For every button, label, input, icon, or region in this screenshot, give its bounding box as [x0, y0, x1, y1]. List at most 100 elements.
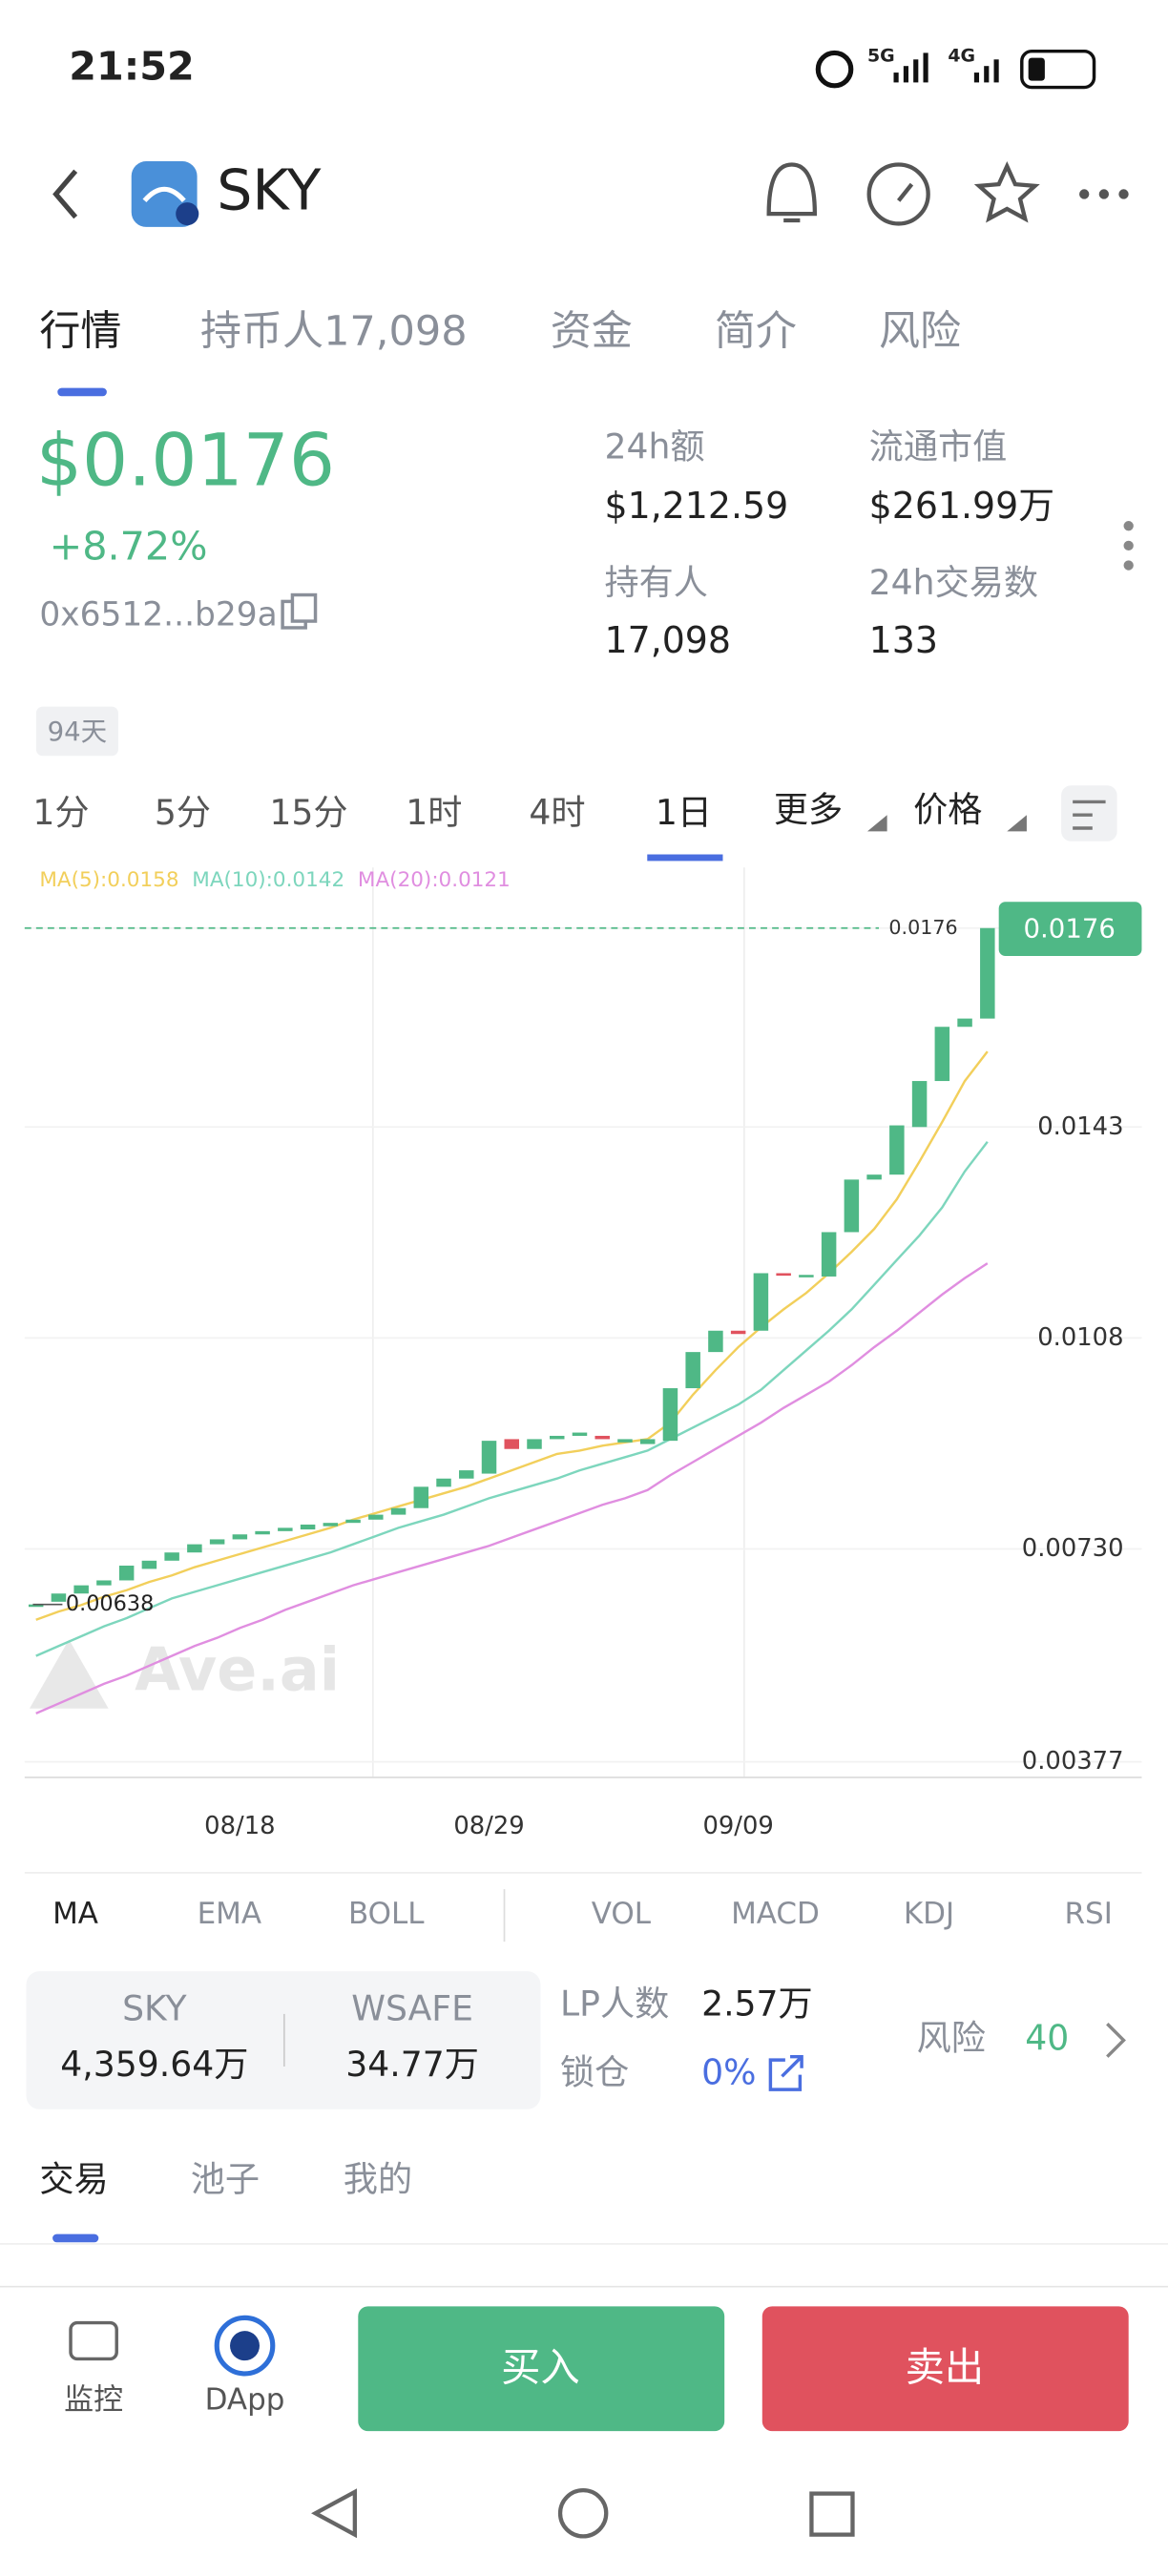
favorite-button[interactable] — [973, 161, 1040, 223]
candle — [345, 1519, 361, 1524]
candle — [390, 1507, 407, 1515]
indicator[interactable]: VOL — [592, 1897, 652, 1931]
y-tick-label: 0.0143 — [1037, 1112, 1123, 1141]
battery-icon — [1020, 49, 1096, 90]
pool-token-name: SKY — [122, 1987, 187, 2028]
candle — [96, 1580, 112, 1586]
network-label: 5G — [867, 45, 895, 66]
stat-label: 24h交易数 — [869, 562, 1038, 603]
bottom-tab[interactable]: 交易 — [39, 2159, 108, 2200]
legend-entry: MA(20):0.0121 — [358, 868, 511, 892]
signal-icon — [973, 59, 999, 83]
system-recents[interactable] — [809, 2491, 855, 2537]
candle — [730, 1330, 746, 1335]
candle — [209, 1539, 225, 1545]
interval[interactable]: 15分 — [269, 792, 347, 833]
gauge-button[interactable] — [866, 162, 930, 226]
system-back[interactable] — [311, 2488, 357, 2539]
interval[interactable]: 1时 — [406, 792, 462, 833]
monitor-icon[interactable] — [69, 2320, 118, 2361]
interval[interactable]: 1日 — [656, 792, 712, 833]
system-home[interactable] — [557, 2488, 609, 2539]
bottom-tab[interactable]: 我的 — [344, 2159, 412, 2200]
candle — [980, 927, 995, 1019]
x-tick-label: 09/09 — [702, 1812, 773, 1840]
tab[interactable]: 行情 — [39, 307, 121, 355]
x-tick-label: 08/18 — [204, 1812, 275, 1840]
lp-value: 2.57万 — [701, 1983, 813, 2024]
candle — [957, 1018, 972, 1028]
candle — [278, 1527, 293, 1531]
copy-button — [290, 592, 318, 623]
pool-token-amount: 4,359.64万 — [60, 2044, 248, 2085]
candle — [753, 1273, 769, 1331]
external-link-icon[interactable] — [768, 2054, 803, 2091]
y-tick-label: 0.00730 — [1022, 1534, 1124, 1563]
dropdown-arrow — [866, 815, 887, 832]
indicator[interactable]: EMA — [198, 1897, 261, 1931]
candle — [799, 1275, 814, 1278]
tab[interactable]: 风险 — [879, 307, 961, 355]
interval[interactable]: 1分 — [32, 792, 89, 833]
buy-label[interactable]: 买入 — [501, 2344, 580, 2390]
settings-glyph — [1073, 800, 1106, 830]
candle — [323, 1523, 339, 1527]
dapp-icon[interactable] — [214, 2315, 276, 2377]
sell-button[interactable] — [761, 2306, 1129, 2432]
indicator[interactable]: RSI — [1065, 1897, 1113, 1931]
candle — [481, 1441, 497, 1474]
bell-button[interactable] — [766, 162, 818, 223]
indicator[interactable]: MA — [52, 1897, 98, 1931]
bottom-tab[interactable]: 池子 — [191, 2159, 260, 2200]
candle — [459, 1470, 474, 1479]
stat-value: 133 — [869, 619, 938, 661]
indicator[interactable]: MACD — [731, 1897, 820, 1931]
buy-button[interactable] — [358, 2306, 725, 2432]
price-change: +8.72% — [50, 523, 208, 569]
stats-menu[interactable] — [1123, 521, 1134, 571]
back-button[interactable] — [52, 169, 78, 219]
interval-more[interactable]: 更多 — [774, 789, 843, 830]
tab[interactable]: 持币人17,098 — [200, 307, 468, 355]
interval[interactable]: 5分 — [155, 792, 211, 833]
lock-value[interactable]: 0% — [701, 2052, 756, 2093]
stat-value: $261.99万 — [869, 485, 1054, 527]
price-mode[interactable]: 价格 — [913, 789, 982, 830]
stat-label: 流通市值 — [869, 426, 1008, 467]
candle — [255, 1530, 270, 1535]
sell-label[interactable]: 卖出 — [906, 2344, 985, 2390]
more-button[interactable] — [1079, 189, 1129, 199]
candle — [911, 1081, 928, 1128]
candle — [639, 1439, 656, 1444]
candle — [685, 1352, 700, 1389]
risk-arrow[interactable] — [1106, 2023, 1126, 2058]
interval[interactable]: 4时 — [529, 792, 585, 833]
candle — [300, 1524, 316, 1530]
age-badge — [35, 706, 118, 757]
stat-value: 17,098 — [605, 619, 731, 661]
network-label: 4G — [948, 45, 975, 66]
logo-glyph — [142, 186, 186, 203]
signal-icon — [893, 52, 928, 83]
age-label: 94天 — [48, 717, 108, 747]
tab[interactable]: 资金 — [551, 307, 633, 355]
tab[interactable]: 简介 — [715, 307, 797, 355]
risk-label: 风险 — [917, 2017, 986, 2058]
nav-label[interactable]: 监控 — [64, 2383, 123, 2418]
candle — [51, 1593, 67, 1602]
contract-address: 0x6512...b29a — [39, 595, 277, 634]
stat-label: 持有人 — [605, 562, 708, 603]
candle — [73, 1585, 89, 1594]
watermark: Ave.ai — [135, 1635, 340, 1705]
tab-indicator — [57, 387, 107, 397]
indicator[interactable]: BOLL — [348, 1897, 425, 1931]
nav-label[interactable]: DApp — [205, 2383, 285, 2418]
indicator[interactable]: KDJ — [904, 1897, 954, 1931]
stat-label: 24h额 — [605, 426, 705, 467]
logo-badge — [176, 202, 199, 226]
ma-line — [35, 1141, 989, 1657]
candle — [934, 1027, 950, 1082]
price: $0.0176 — [36, 419, 335, 503]
